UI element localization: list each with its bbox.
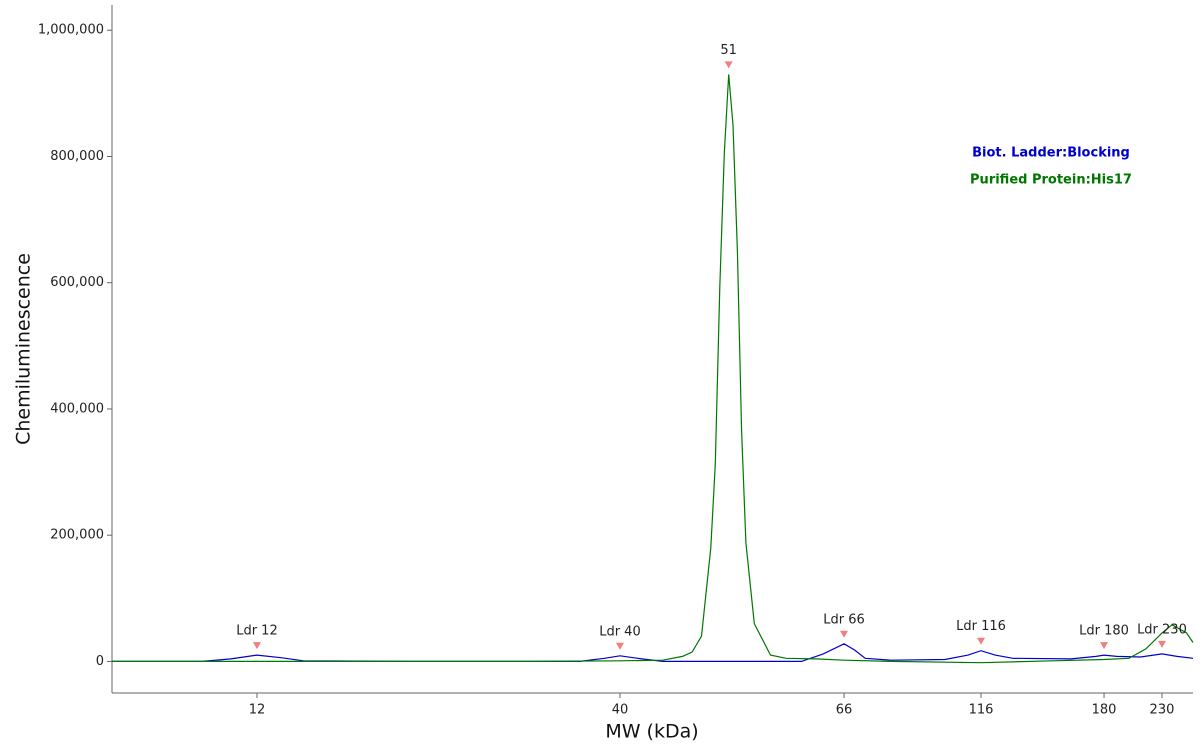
peak-label: Ldr 116 [956,619,1006,634]
y-tick-label: 0 [96,654,104,669]
peak-marker [615,642,624,650]
legend-label: Purified Protein:His17 [970,173,1132,188]
x-tick-label: 40 [612,703,629,718]
peak-label: 51 [720,43,737,58]
y-tick-label: 400,000 [50,401,104,416]
x-axis-title: MW (kDa) [605,721,698,743]
x-tick-label: 66 [836,703,853,718]
y-tick-label: 200,000 [50,528,104,543]
legend-label: Biot. Ladder:Blocking [972,146,1130,161]
x-tick-label: 116 [969,703,994,718]
x-tick-label: 12 [249,703,266,718]
y-axis-title: Chemiluminescence [13,253,35,445]
x-tick-label: 230 [1150,703,1175,718]
peak-marker [252,642,261,650]
peak-marker [977,637,986,645]
y-tick-label: 800,000 [50,149,104,164]
peak-label: Ldr 230 [1137,622,1187,637]
series-line [112,74,1194,664]
x-tick-label: 180 [1092,703,1117,718]
peak-label: Ldr 180 [1079,624,1129,639]
peak-marker [840,630,849,638]
peak-label: Ldr 66 [823,612,865,627]
peak-marker [724,61,733,69]
peak-marker [1157,640,1166,648]
peak-label: Ldr 40 [599,624,641,639]
peak-label: Ldr 12 [236,624,278,639]
y-tick-label: 600,000 [50,275,104,290]
peak-marker [1100,642,1109,650]
y-tick-label: 1,000,000 [38,23,104,38]
